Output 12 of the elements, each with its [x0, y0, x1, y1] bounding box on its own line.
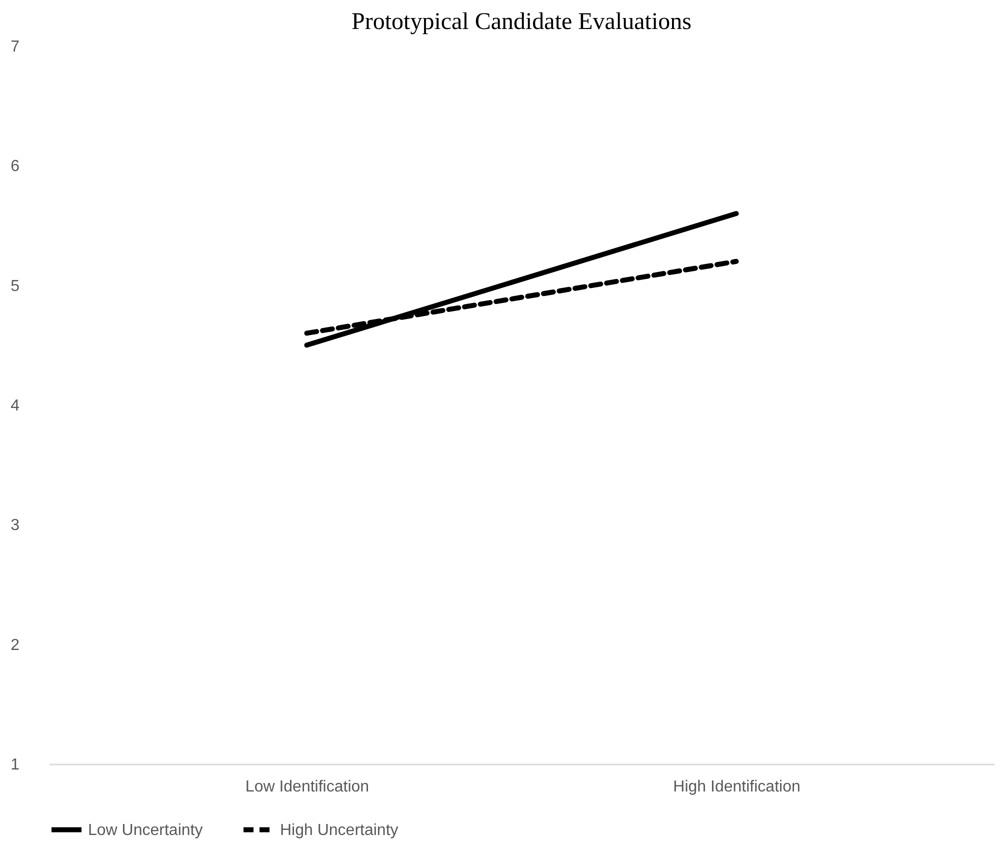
y-tick-label: 1: [10, 756, 20, 774]
y-tick-label: 3: [10, 517, 20, 534]
legend-label: High Uncertainty: [280, 822, 398, 839]
x-tick-label: High Identification: [673, 778, 800, 796]
y-tick-label: 2: [10, 636, 20, 654]
legend-label: Low Uncertainty: [88, 822, 203, 839]
y-tick-label: 4: [10, 398, 20, 414]
chart-title: Prototypical Candidate Evaluations: [352, 9, 692, 35]
y-tick-label: 5: [10, 278, 20, 295]
y-tick-label: 7: [10, 38, 20, 56]
y-tick-label: 6: [10, 158, 20, 176]
x-tick-label: Low Identification: [245, 778, 370, 796]
